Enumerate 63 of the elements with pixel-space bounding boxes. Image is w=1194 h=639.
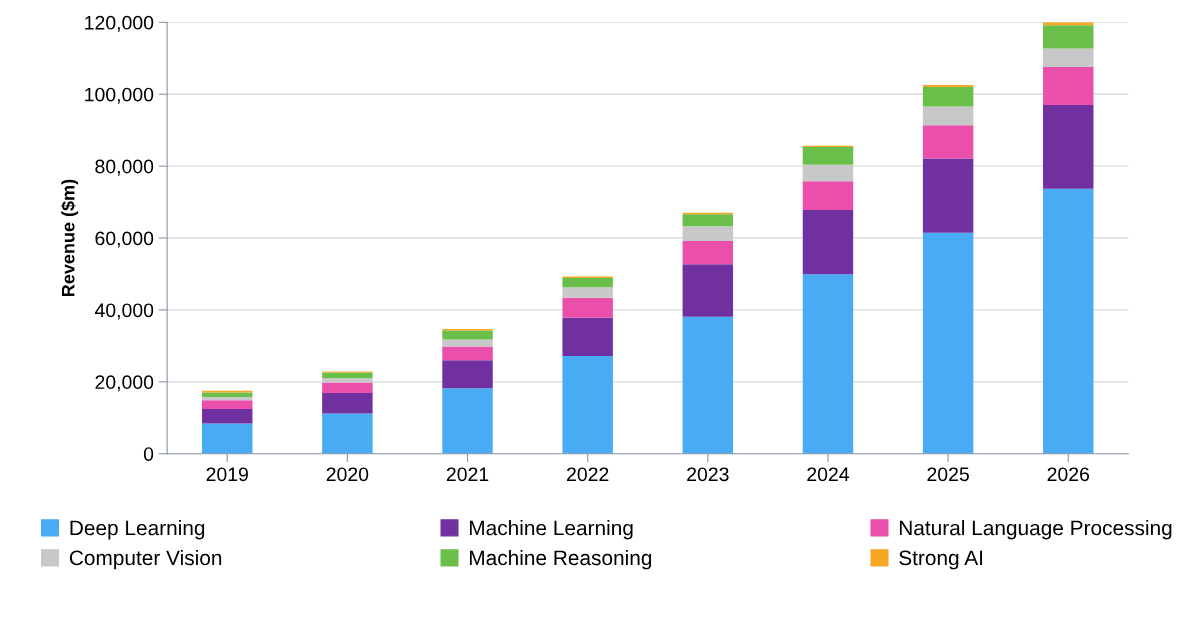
bar [202,423,253,454]
bar [322,378,373,383]
x-tick-label: 2021 [446,467,489,482]
y-tick-label: 120,000 [85,15,154,32]
y-tick-label: 60,000 [95,231,154,248]
bar [682,240,734,265]
x-tick-label: 2020 [326,467,369,482]
bar [322,372,373,379]
y-tick-label: 100,000 [85,87,154,104]
y-tick-label: 0 [143,447,154,461]
bar [802,164,854,182]
bar [562,317,613,356]
legend-label: Machine Reasoning [469,549,652,570]
y-tick-label: 80,000 [95,159,154,176]
bar [562,297,613,318]
x-tick-label: 2022 [567,467,609,482]
bar [922,106,974,126]
legend-label: Natural Language Processing [899,520,1172,540]
y-axis-title: Revenue ($m) [60,179,79,297]
x-tick-label: 2023 [687,467,729,482]
bar [442,388,493,454]
bar [922,84,974,88]
bar [922,125,974,159]
bar [682,226,734,241]
bar [802,209,854,275]
y-tick-label: 40,000 [94,303,154,320]
legend-label: Machine Learning [469,520,633,540]
bar [682,214,734,227]
bar [322,382,373,393]
bar [802,147,854,165]
bar [442,346,493,361]
bar [1043,105,1094,189]
x-tick-label: 2026 [1047,467,1090,482]
bar [442,339,493,347]
bar [682,264,734,317]
x-tick-label: 2019 [206,467,248,482]
bar [442,360,493,389]
bar [202,396,253,401]
bar [562,277,613,288]
x-tick-label: 2025 [927,467,969,482]
y-tick-label: 20,000 [95,375,154,392]
x-tick-label: 2024 [807,467,850,482]
legend-label: Deep Learning [70,520,205,540]
bar [922,87,974,107]
bar [202,409,253,424]
bar [202,392,253,397]
legend-label: Computer Vision [69,549,222,570]
bar [1043,66,1094,106]
bar [1043,25,1094,49]
bar [562,355,613,454]
bar [802,181,854,210]
bar [562,287,613,298]
bar [1043,48,1094,67]
bar [682,316,734,454]
bar [202,400,253,410]
bar [1043,188,1094,454]
legend-label: Strong AI [899,550,983,570]
bar [802,274,854,454]
bar [322,392,373,414]
bar [322,413,373,454]
bar [442,330,493,340]
bar [922,232,974,454]
bar [922,158,974,233]
